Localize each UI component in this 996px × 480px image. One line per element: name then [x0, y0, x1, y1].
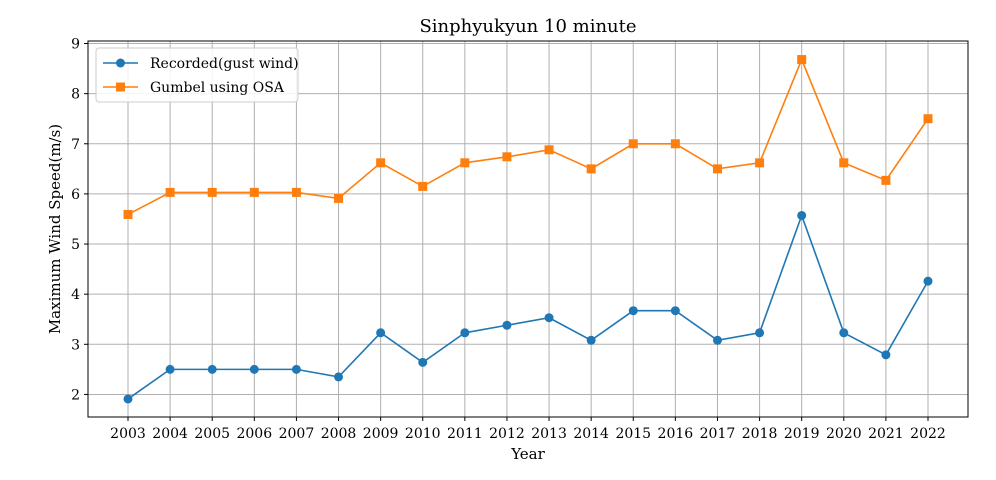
x-tick-label: 2019	[784, 426, 820, 442]
series-2	[123, 55, 933, 219]
y-tick-label: 7	[71, 137, 80, 153]
x-tick-label: 2006	[236, 426, 272, 442]
y-tick-label: 4	[71, 287, 80, 303]
plot-frame	[87, 40, 969, 418]
series-line	[127, 213, 929, 400]
data-point	[544, 313, 554, 323]
legend-marker	[116, 82, 125, 92]
series-1	[123, 210, 933, 404]
legend-item: Gumbel using OSA	[103, 80, 285, 96]
data-point	[460, 328, 470, 338]
data-point	[418, 357, 428, 367]
x-tick-label: 2008	[321, 426, 357, 442]
y-tick-label: 5	[71, 237, 80, 253]
data-point	[881, 175, 891, 185]
data-point	[165, 187, 175, 197]
x-tick-label: 2009	[363, 426, 399, 442]
legend-label: Recorded(gust wind)	[150, 56, 299, 72]
data-point	[755, 328, 765, 338]
data-point	[123, 209, 133, 219]
data-point	[839, 158, 849, 168]
data-point	[670, 306, 680, 316]
legend-box	[95, 47, 299, 103]
legend-label: Gumbel using OSA	[150, 80, 285, 96]
y-axis-ticks: 2 3 4 5 6 7 8 9	[71, 37, 88, 403]
data-point	[586, 335, 596, 345]
data-point	[291, 364, 301, 374]
chart-title: Sinphyukyun 10 minute	[419, 16, 636, 37]
data-point	[376, 158, 386, 168]
x-axis-title: Year	[510, 445, 545, 463]
data-point	[797, 210, 807, 220]
data-point	[881, 350, 891, 360]
data-point	[291, 187, 301, 197]
y-tick-label: 9	[71, 37, 80, 53]
data-point	[334, 193, 344, 203]
data-point	[502, 320, 512, 330]
x-tick-label: 2011	[447, 426, 483, 442]
data-point	[839, 328, 849, 338]
x-tick-label: 2012	[489, 426, 525, 442]
data-point	[207, 187, 217, 197]
y-tick-label: 2	[71, 387, 80, 403]
data-point	[334, 372, 344, 382]
y-tick-label: 3	[71, 337, 80, 353]
data-point	[249, 364, 259, 374]
x-tick-label: 2021	[868, 426, 904, 442]
data-point	[207, 364, 217, 374]
data-point	[460, 158, 470, 168]
legend-item: Recorded(gust wind)	[103, 56, 299, 72]
data-point	[544, 145, 554, 155]
data-point	[755, 158, 765, 168]
legend-marker	[116, 58, 125, 68]
y-tick-label: 8	[71, 87, 80, 103]
x-tick-label: 2022	[910, 426, 946, 442]
x-axis-ticks: 2003 2004 2005 2006 2007 2008 2009 2010 2011 2012…	[110, 417, 946, 442]
data-point	[249, 187, 259, 197]
x-tick-label: 2020	[826, 426, 862, 442]
data-point	[123, 394, 133, 404]
x-tick-label: 2016	[658, 426, 694, 442]
legend: Recorded(gust wind) Gumbel using OSA	[95, 47, 299, 103]
x-tick-label: 2004	[152, 426, 188, 442]
data-point	[923, 276, 933, 286]
series-layer	[123, 55, 933, 404]
x-tick-label: 2014	[573, 426, 609, 442]
x-tick-label: 2017	[700, 426, 736, 442]
y-axis-title: Maximum Wind Speed(m/s)	[46, 124, 64, 334]
data-point	[165, 364, 175, 374]
data-point	[797, 55, 807, 65]
data-point	[376, 328, 386, 338]
data-point	[502, 152, 512, 162]
y-tick-label: 6	[71, 187, 80, 203]
data-point	[670, 139, 680, 149]
x-tick-label: 2010	[405, 426, 441, 442]
x-tick-label: 2013	[531, 426, 567, 442]
x-tick-label: 2003	[110, 426, 146, 442]
x-tick-label: 2007	[279, 426, 315, 442]
data-point	[923, 114, 933, 124]
x-tick-label: 2005	[194, 426, 230, 442]
data-point	[586, 164, 596, 174]
x-tick-label: 2018	[742, 426, 778, 442]
x-tick-label: 2015	[615, 426, 651, 442]
data-point	[712, 335, 722, 345]
data-point	[712, 164, 722, 174]
series-line	[127, 57, 929, 216]
data-point	[418, 181, 428, 191]
data-point	[628, 139, 638, 149]
data-point	[628, 306, 638, 316]
